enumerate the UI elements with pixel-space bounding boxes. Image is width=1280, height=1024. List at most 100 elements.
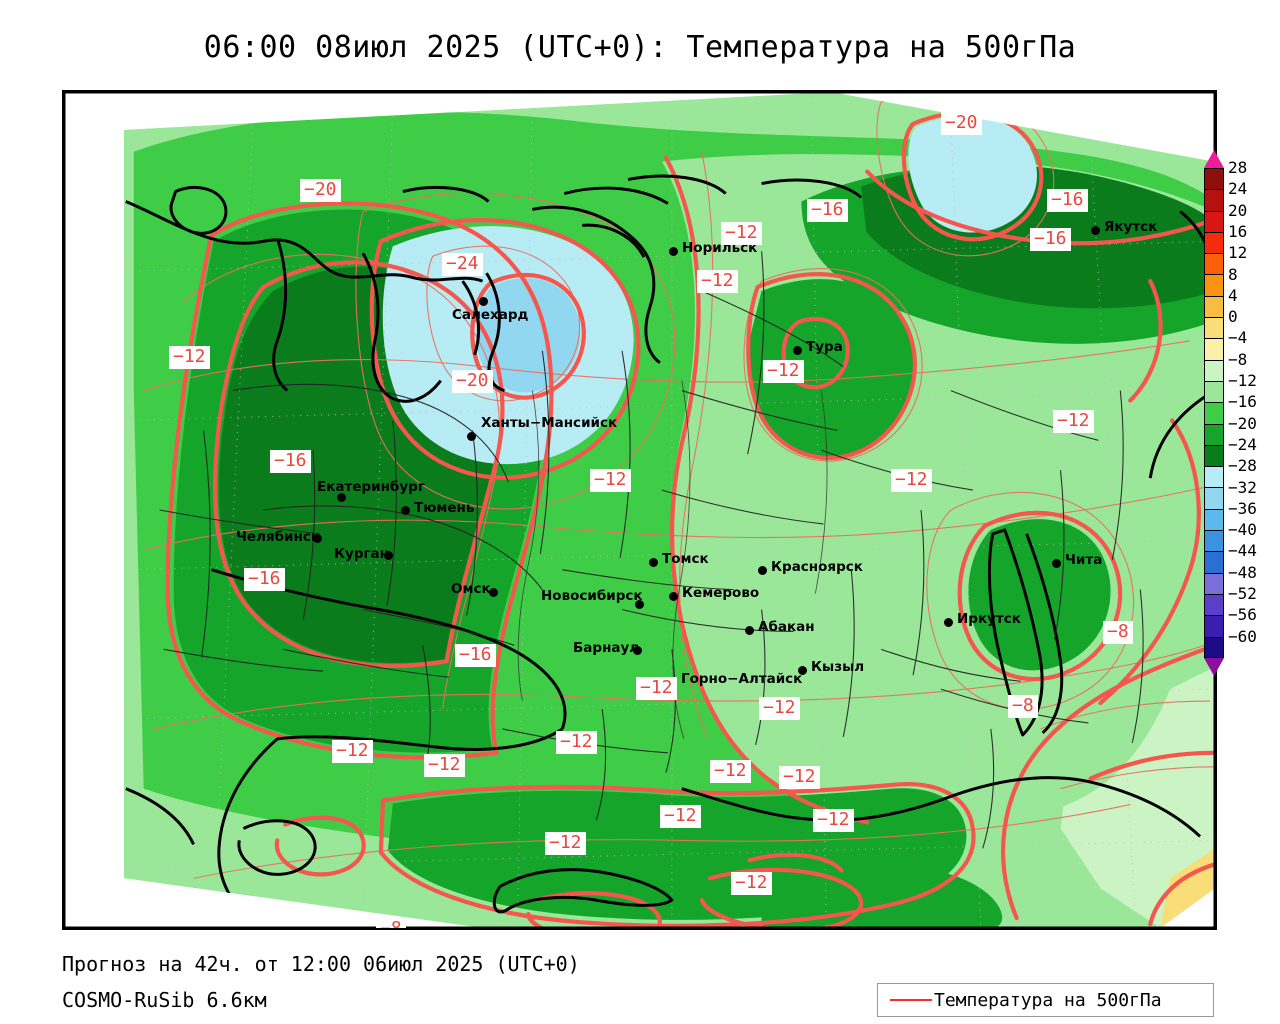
city-dot (337, 493, 346, 502)
colorbar-cell (1204, 423, 1224, 445)
colorbar-tick: −48 (1228, 562, 1257, 582)
contour-label: −12 (556, 731, 597, 754)
colorbar-cell (1204, 295, 1224, 318)
city-dot (944, 618, 953, 627)
city-label: Екатеринбург (317, 479, 425, 495)
colorbar-tick: 8 (1228, 264, 1238, 284)
colorbar-cell (1204, 402, 1224, 424)
contour-label: −20 (300, 179, 341, 202)
colorbar-under-arrow (1204, 657, 1224, 676)
city-label: Ханты−Мансийск (481, 415, 618, 431)
city-label: Абакан (758, 619, 815, 635)
contour-label: −16 (1047, 189, 1088, 212)
city-label: Новосибирск (541, 588, 643, 604)
legend-series-label: Температура на 500гПа (934, 989, 1162, 1011)
colorbar-tick: 12 (1228, 243, 1248, 263)
city-dot (313, 534, 322, 543)
colorbar-tick: 0 (1228, 307, 1238, 327)
colorbar-tick: −32 (1228, 477, 1257, 497)
colorbar-tick: 24 (1228, 179, 1248, 199)
contour-label: −12 (813, 809, 854, 832)
city-label: Кызыл (811, 659, 865, 675)
colorbar-cell (1204, 317, 1224, 339)
contour-label: −12 (731, 872, 772, 895)
forecast-info-line: Прогноз на 42ч. от 12:00 06июл 2025 (UTC… (62, 952, 580, 976)
colorbar-tick: −24 (1228, 434, 1257, 454)
city-dot (649, 558, 658, 567)
colorbar-cell (1204, 380, 1224, 403)
colorbar-cell (1204, 487, 1224, 509)
colorbar-cell (1204, 636, 1224, 658)
temperature-field-map (64, 92, 1215, 928)
colorbar-tick: −12 (1228, 371, 1257, 390)
contour-label: −12 (779, 766, 820, 789)
colorbar-tick: −4 (1228, 328, 1248, 348)
colorbar-tick: −60 (1228, 626, 1257, 646)
city-dot (758, 566, 767, 575)
page-title: 06:00 08июл 2025 (UTC+0): Температура на… (203, 30, 1077, 65)
contour-label: −12 (710, 760, 751, 783)
contour-label: −20 (941, 112, 982, 135)
contour-label: −12 (169, 346, 210, 369)
contour-label: −12 (424, 754, 465, 777)
colorbar-tick: −52 (1228, 584, 1257, 603)
contour-label: −12 (721, 222, 762, 245)
legend-box: Температура на 500гПа (877, 983, 1214, 1017)
city-dot (401, 506, 410, 515)
contour-label: −24 (442, 253, 483, 276)
city-dot (479, 297, 488, 306)
contour-label: −12 (891, 469, 932, 492)
city-label: Челябинск (236, 529, 320, 545)
city-dot (745, 626, 754, 635)
contour-label: −16 (244, 568, 285, 591)
colorbar-cell (1204, 615, 1224, 637)
city-label: Томск (662, 551, 709, 567)
contour-label: −20 (452, 370, 493, 393)
colorbar-tick: −40 (1228, 520, 1257, 540)
contour-label: −16 (1030, 228, 1071, 251)
contour-label: −12 (590, 469, 631, 492)
colorbar-cell (1204, 338, 1224, 360)
contour-label: −12 (763, 360, 804, 383)
contour-label: −12 (697, 270, 738, 293)
contour-label: −12 (332, 740, 373, 763)
city-dot (467, 432, 476, 441)
city-label: Красноярск (771, 559, 863, 575)
city-dot (633, 646, 642, 655)
colorbar-tick: 28 (1228, 158, 1248, 177)
colorbar-cell (1204, 593, 1224, 616)
city-label: Барнаул (573, 640, 640, 656)
contour-label: −12 (759, 697, 800, 720)
colorbar-cell (1204, 274, 1224, 296)
contour-label: −16 (455, 644, 496, 667)
colorbar-tick: 16 (1228, 221, 1248, 241)
city-label: Чита (1065, 552, 1103, 568)
city-dot (635, 600, 644, 609)
city-label: Курган (334, 546, 389, 562)
contour-label: −12 (1053, 410, 1094, 433)
contour-label: −12 (660, 805, 701, 828)
colorbar-cell (1204, 359, 1224, 381)
city-dot (793, 346, 802, 355)
city-label: Тура (806, 339, 843, 355)
city-label: Якутск (1104, 219, 1158, 235)
model-info-line: COSMO-RuSib 6.6км (62, 988, 267, 1012)
city-label: Кемерово (682, 585, 760, 601)
contour-label: −8 (376, 918, 406, 928)
map-frame[interactable]: Салехард Норильск Тура Якутск Ханты−Мансийск… (62, 90, 1217, 930)
colorbar-cell (1204, 210, 1224, 232)
city-label: Иркутск (957, 611, 1021, 627)
city-dot (669, 247, 678, 256)
city-label: Омск (451, 581, 491, 597)
colorbar-cell (1204, 466, 1224, 488)
city-dot (669, 592, 678, 601)
colorbar-cell (1204, 168, 1224, 190)
city-dot (798, 666, 807, 675)
contour-label: −8 (1008, 695, 1038, 718)
colorbar-cell (1204, 189, 1224, 211)
colorbar-tick: 20 (1228, 200, 1248, 220)
contour-label: −12 (636, 677, 677, 700)
city-dot (1052, 559, 1061, 568)
colorbar-cell (1204, 253, 1224, 275)
